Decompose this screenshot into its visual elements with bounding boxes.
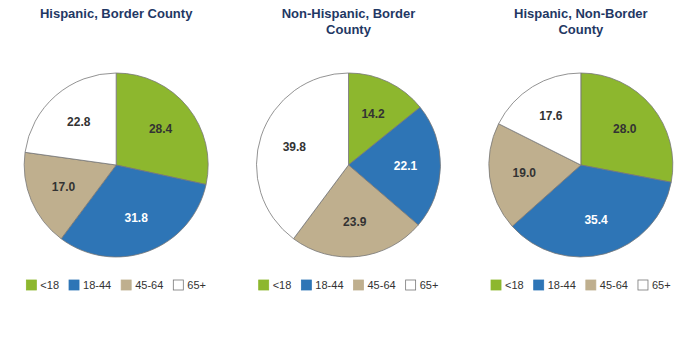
title-line: Non-Hispanic, Border — [282, 6, 416, 21]
data-label: 22.1 — [394, 159, 418, 173]
legend-swatch — [406, 280, 416, 290]
pie-slice — [24, 152, 116, 238]
figure: Hispanic, Border County 28.4 31.8 17.0 22.8 <… — [0, 0, 697, 348]
pie-slice — [499, 73, 581, 165]
legend-item: 65+ — [638, 279, 671, 291]
legend-item: 45-64 — [121, 279, 163, 291]
legend-item: 18-44 — [534, 279, 576, 291]
pie-panel: Non-Hispanic, BorderCounty 14.2 22.1 23.9 39… — [257, 6, 441, 291]
slices — [24, 73, 208, 257]
chart-title: Non-Hispanic, BorderCounty — [282, 6, 416, 37]
pie-slice — [581, 73, 673, 182]
legend-swatch — [354, 280, 364, 290]
legend-item: 18-44 — [69, 279, 111, 291]
data-labels: 28.4 31.8 17.0 22.8 — [52, 115, 173, 225]
data-label: 14.2 — [361, 107, 385, 121]
data-labels: 28.0 35.4 19.0 17.6 — [513, 109, 637, 227]
data-labels: 14.2 22.1 23.9 39.8 — [283, 107, 418, 229]
legend: <18 18-44 45-64 65+ — [259, 279, 439, 291]
legend-item: 18-44 — [301, 279, 343, 291]
legend-item: <18 — [259, 279, 292, 291]
legend-swatch — [638, 280, 648, 290]
legend-swatch — [491, 280, 501, 290]
legend: <18 18-44 45-64 65+ — [26, 279, 206, 291]
legend-swatch — [26, 280, 36, 290]
legend-label: 45-64 — [135, 279, 163, 291]
title-line: County — [326, 22, 372, 37]
data-label: 17.0 — [52, 180, 76, 194]
pie-slice — [25, 73, 116, 165]
legend-label: 65+ — [652, 279, 671, 291]
legend-item: 45-64 — [354, 279, 396, 291]
legend-swatch — [173, 280, 183, 290]
legend-item: <18 — [491, 279, 524, 291]
legend-swatch — [69, 280, 79, 290]
legend-swatch — [301, 280, 311, 290]
legend-item: 45-64 — [586, 279, 628, 291]
data-label: 35.4 — [584, 213, 608, 227]
legend-label: <18 — [40, 279, 59, 291]
legend-item: 65+ — [173, 279, 206, 291]
legend-label: 65+ — [420, 279, 439, 291]
legend-label: 45-64 — [600, 279, 628, 291]
legend-swatch — [586, 280, 596, 290]
data-label: 28.4 — [149, 122, 173, 136]
chart-title: Hispanic, Border County — [40, 6, 193, 21]
legend-swatch — [259, 280, 269, 290]
data-label: 19.0 — [513, 166, 537, 180]
legend: <18 18-44 45-64 65+ — [491, 279, 671, 291]
slices — [257, 73, 441, 257]
legend-item: <18 — [26, 279, 59, 291]
legend-item: 65+ — [406, 279, 439, 291]
legend-label: 65+ — [187, 279, 206, 291]
slices — [489, 73, 673, 257]
legend-label: 18-44 — [83, 279, 111, 291]
legend-swatch — [534, 280, 544, 290]
data-label: 17.6 — [539, 109, 563, 123]
data-label: 22.8 — [67, 115, 91, 129]
title-line: Hispanic, Border County — [40, 6, 193, 21]
pie-panel: Hispanic, Border County 28.4 31.8 17.0 22.8 <… — [24, 6, 208, 291]
pie-panel: Hispanic, Non-BorderCounty 28.0 35.4 19.0 17… — [489, 6, 673, 291]
legend-label: 45-64 — [368, 279, 396, 291]
legend-label: <18 — [273, 279, 292, 291]
title-line: Hispanic, Non-Border — [514, 6, 648, 21]
title-line: County — [558, 22, 604, 37]
legend-label: 18-44 — [548, 279, 576, 291]
legend-swatch — [121, 280, 131, 290]
data-label: 23.9 — [343, 215, 367, 229]
data-label: 39.8 — [283, 140, 307, 154]
legend-label: 18-44 — [315, 279, 343, 291]
data-label: 28.0 — [613, 122, 637, 136]
legend-label: <18 — [505, 279, 524, 291]
pie-slice — [257, 73, 349, 239]
chart-title: Hispanic, Non-BorderCounty — [514, 6, 648, 37]
data-label: 31.8 — [124, 211, 148, 225]
